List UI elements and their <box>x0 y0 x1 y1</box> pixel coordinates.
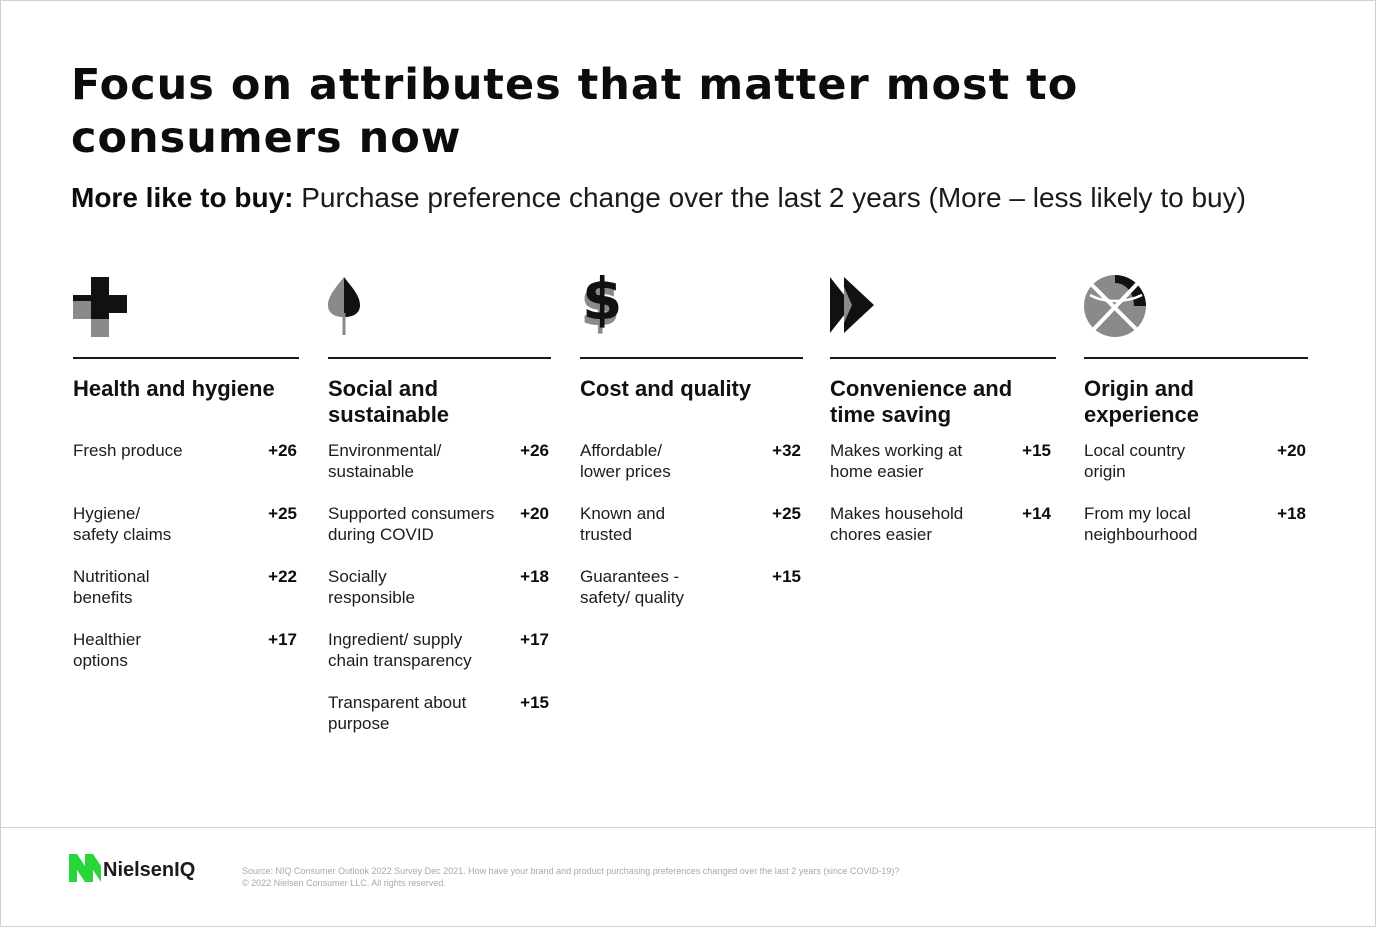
column-title: Origin and experience <box>1084 376 1199 427</box>
column-convenience: Convenience and time saving Makes workin… <box>830 271 1056 566</box>
list-item: Transparent about purpose +15 <box>328 692 551 755</box>
list-item: Nutritional benefits +22 <box>73 566 299 629</box>
nielseniq-logo-mark-icon <box>69 854 101 882</box>
item-label: Fresh produce <box>73 441 183 460</box>
column-title: Cost and quality <box>580 376 752 401</box>
item-value: +18 <box>1277 504 1306 523</box>
fast-forward-icon <box>830 271 1056 343</box>
item-value: +15 <box>772 567 801 586</box>
item-value: +20 <box>520 504 549 523</box>
source-note: Source: NIQ Consumer Outlook 2022 Survey… <box>242 865 899 889</box>
footer-divider <box>1 827 1375 828</box>
subtitle-text: Purchase preference change over the last… <box>293 182 1246 213</box>
list-item: Makes working at home easier +15 <box>830 440 1056 503</box>
list-item: Socially responsible +18 <box>328 566 551 629</box>
column-divider <box>580 357 803 359</box>
list-item: Affordable/ lower prices +32 <box>580 440 803 503</box>
dollar-sign-icon: $ $ <box>580 271 803 343</box>
svg-text:$: $ <box>580 273 620 339</box>
column-divider <box>73 357 299 359</box>
item-value: +17 <box>520 630 549 649</box>
svg-text:$: $ <box>582 273 622 333</box>
item-label: Guarantees - safety/ quality <box>580 567 684 607</box>
logo-text: NielsenIQ <box>103 859 196 881</box>
column-divider <box>830 357 1056 359</box>
item-label: Affordable/ lower prices <box>580 441 671 481</box>
item-label: Makes working at home easier <box>830 441 963 481</box>
list-item: Makes household chores easier +14 <box>830 503 1056 566</box>
source-line: Source: NIQ Consumer Outlook 2022 Survey… <box>242 866 900 876</box>
globe-icon <box>1084 271 1308 343</box>
list-item: Supported consumers during COVID +20 <box>328 503 551 566</box>
item-value: +17 <box>268 630 297 649</box>
item-value: +26 <box>268 441 297 460</box>
subtitle: More like to buy: Purchase preference ch… <box>71 181 1246 215</box>
list-item: Local country origin +20 <box>1084 440 1308 503</box>
list-item: Ingredient/ supply chain transparency +17 <box>328 629 551 692</box>
page-title: Focus on attributes that matter most to … <box>71 60 1079 163</box>
column-title: Health and hygiene <box>73 376 275 401</box>
item-value: +20 <box>1277 441 1306 460</box>
subtitle-bold: More like to buy: <box>71 182 294 213</box>
medical-cross-icon <box>73 271 299 343</box>
item-label: Local country origin <box>1084 441 1186 481</box>
item-value: +18 <box>520 567 549 586</box>
list-item: Healthier options +17 <box>73 629 299 692</box>
item-label: From my local neighbourhood <box>1084 504 1198 544</box>
item-value: +15 <box>1022 441 1051 460</box>
item-label: Makes household chores easier <box>830 504 964 544</box>
list-item: Hygiene/ safety claims +25 <box>73 503 299 566</box>
list-item: Known and trusted +25 <box>580 503 803 566</box>
column-health-hygiene: Health and hygiene Fresh produce +26 Hygi… <box>73 271 299 692</box>
list-item: Guarantees - safety/ quality +15 <box>580 566 803 629</box>
list-item: From my local neighbourhood +18 <box>1084 503 1308 566</box>
item-label: Known and trusted <box>580 504 666 544</box>
item-label: Ingredient/ supply chain transparency <box>328 630 472 670</box>
column-divider <box>1084 357 1308 359</box>
item-value: +25 <box>772 504 801 523</box>
column-cost-quality: $ $ Cost and quality Affordable/ lower p… <box>580 271 803 629</box>
column-origin-experience: Origin and experience Local country orig… <box>1084 271 1308 566</box>
item-label: Supported consumers during COVID <box>328 504 495 544</box>
item-value: +15 <box>520 693 549 712</box>
column-divider <box>328 357 551 359</box>
copyright-line: © 2022 Nielsen Consumer LLC. All rights … <box>242 878 446 888</box>
item-label: Environmental/ sustainable <box>328 441 442 481</box>
tree-leaf-icon <box>328 271 551 343</box>
item-value: +32 <box>772 441 801 460</box>
list-item: Fresh produce +26 <box>73 440 299 503</box>
item-label: Hygiene/ safety claims <box>73 504 172 544</box>
column-title: Social and sustainable <box>328 376 450 427</box>
item-label: Nutritional benefits <box>73 567 150 607</box>
column-title: Convenience and time saving <box>830 376 1013 427</box>
item-label: Transparent about purpose <box>328 693 467 733</box>
column-social-sustainable: Social and sustainable Environmental/ su… <box>328 271 551 755</box>
item-label: Healthier options <box>73 630 142 670</box>
item-label: Socially responsible <box>328 567 415 607</box>
item-value: +14 <box>1022 504 1051 523</box>
item-value: +26 <box>520 441 549 460</box>
item-value: +25 <box>268 504 297 523</box>
list-item: Environmental/ sustainable +26 <box>328 440 551 503</box>
nielseniq-logo: NielsenIQ <box>69 854 219 886</box>
item-value: +22 <box>268 567 297 586</box>
